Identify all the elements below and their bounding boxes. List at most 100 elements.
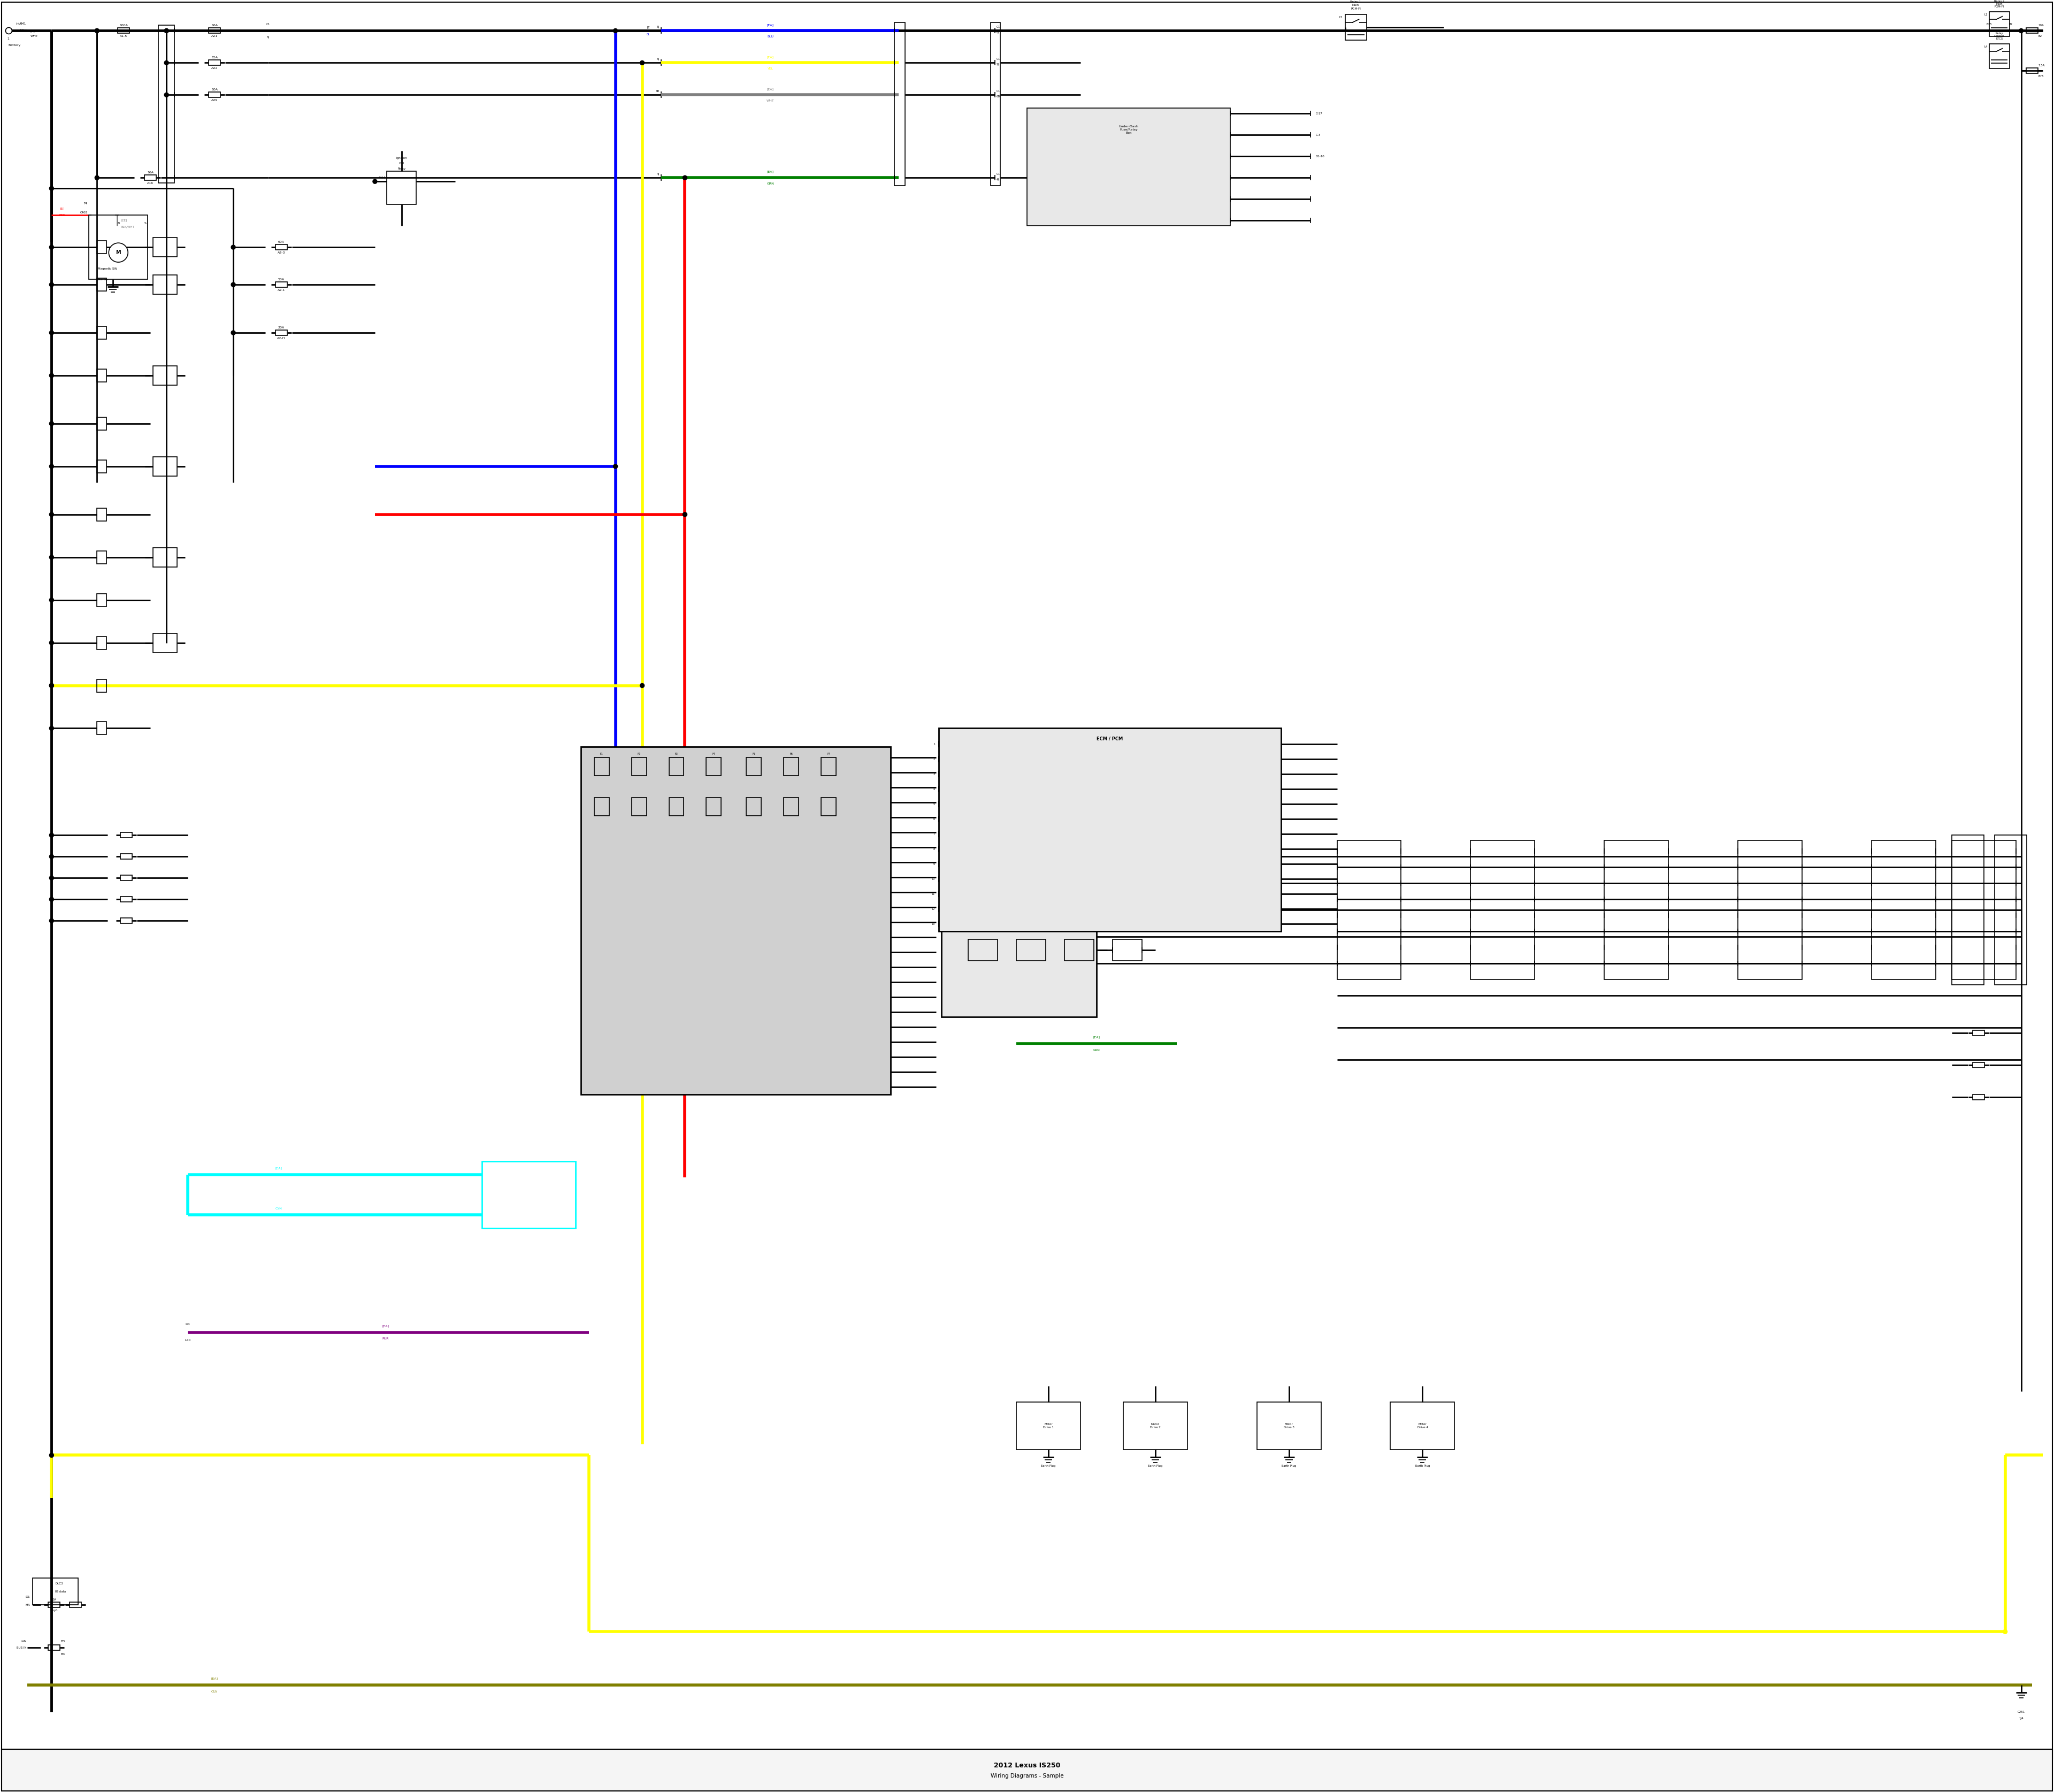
Text: [EA]: [EA]: [766, 88, 774, 90]
Text: BLK/WHT: BLK/WHT: [121, 226, 134, 228]
Text: 10A: 10A: [212, 88, 218, 91]
Text: 50A: 50A: [277, 278, 286, 281]
Text: B3: B3: [62, 1640, 66, 1643]
Bar: [97, 722, 107, 735]
Text: [EA]: [EA]: [212, 1677, 218, 1681]
Text: (+): (+): [16, 23, 21, 25]
Bar: [1994, 835, 2027, 986]
Text: ETCS: ETCS: [1996, 38, 2003, 39]
Circle shape: [614, 29, 618, 32]
Text: B2: B2: [2009, 23, 2013, 25]
Bar: [1064, 801, 1095, 823]
Bar: [1017, 765, 1045, 787]
Bar: [1017, 869, 1045, 891]
Circle shape: [232, 283, 236, 287]
Text: C1: C1: [996, 90, 1000, 93]
Text: A2-3: A2-3: [277, 251, 286, 254]
Text: Earth Plug: Earth Plug: [1282, 1464, 1296, 1468]
Bar: [967, 801, 998, 823]
Bar: [97, 509, 107, 521]
Bar: [1604, 840, 1668, 980]
Circle shape: [49, 246, 53, 249]
Circle shape: [94, 29, 99, 32]
Text: D1: D1: [25, 1595, 31, 1598]
Bar: [785, 758, 799, 776]
Text: AM1: AM1: [18, 23, 27, 25]
Bar: [1064, 939, 1095, 961]
Text: 20A: 20A: [277, 326, 286, 328]
Bar: [822, 797, 836, 815]
Text: 1: 1: [8, 38, 10, 39]
Text: B75: B75: [1986, 23, 1992, 25]
Text: [EA]: [EA]: [275, 1167, 281, 1170]
Bar: [1345, 14, 1366, 41]
Text: IG data: IG data: [55, 1590, 66, 1593]
Text: BL: BL: [647, 32, 651, 36]
Text: Key1: Key1: [49, 1609, 58, 1611]
Text: [EA]: [EA]: [1093, 1036, 1101, 1039]
Bar: [1064, 869, 1095, 891]
Text: 10: 10: [933, 878, 935, 880]
Bar: [97, 636, 107, 649]
Bar: [154, 238, 177, 256]
Text: 6B: 6B: [655, 90, 659, 93]
Text: BLU: BLU: [768, 36, 774, 38]
Bar: [1257, 1401, 1321, 1450]
Circle shape: [109, 244, 127, 262]
Bar: [97, 369, 107, 382]
Text: Ignition: Ignition: [396, 156, 407, 159]
Circle shape: [49, 876, 53, 880]
Circle shape: [641, 683, 645, 688]
Bar: [154, 548, 177, 566]
Bar: [121, 833, 131, 839]
Bar: [154, 633, 177, 652]
Text: A22: A22: [212, 66, 218, 70]
Bar: [1124, 1401, 1187, 1450]
Circle shape: [49, 898, 53, 901]
Text: Earth Plug: Earth Plug: [1415, 1464, 1430, 1468]
Bar: [97, 679, 107, 692]
Text: Battery: Battery: [8, 43, 21, 47]
Text: 16A: 16A: [212, 23, 218, 27]
Text: F5: F5: [752, 753, 756, 754]
Bar: [88, 215, 148, 280]
Text: Motor
Drive 1: Motor Drive 1: [1043, 1423, 1054, 1428]
Bar: [97, 461, 107, 473]
Text: Coil: Coil: [398, 161, 405, 165]
Bar: [1017, 1401, 1080, 1450]
Bar: [158, 25, 175, 183]
Bar: [2025, 29, 2038, 34]
Bar: [631, 758, 647, 776]
Bar: [670, 797, 684, 815]
Circle shape: [614, 464, 618, 468]
Text: Main: Main: [1996, 2, 2003, 5]
Bar: [1017, 905, 1045, 926]
Bar: [49, 1645, 60, 1650]
Text: Relay 2: Relay 2: [1994, 0, 2005, 2]
Text: Earth Plug: Earth Plug: [1148, 1464, 1163, 1468]
Text: A29: A29: [212, 99, 218, 102]
Text: L4C: L4C: [185, 1339, 191, 1342]
Bar: [1113, 939, 1142, 961]
Bar: [70, 1602, 82, 1607]
Bar: [2, 1749, 2052, 1790]
Text: T4: T4: [84, 202, 86, 204]
Bar: [275, 244, 288, 249]
Text: A/C: A/C: [1015, 747, 1023, 751]
Text: BUS IN: BUS IN: [16, 1647, 27, 1649]
Circle shape: [164, 29, 168, 32]
Bar: [670, 758, 684, 776]
Bar: [97, 278, 107, 290]
Text: B: B: [117, 222, 119, 224]
Text: 12: 12: [933, 907, 935, 910]
Bar: [1972, 1063, 1984, 1068]
Bar: [97, 593, 107, 606]
Text: F4: F4: [713, 753, 715, 754]
Circle shape: [49, 513, 53, 516]
Text: 5A: 5A: [51, 1598, 55, 1600]
Text: 4J: 4J: [657, 172, 659, 176]
Bar: [1017, 801, 1045, 823]
Bar: [1113, 869, 1142, 891]
Text: 5J: 5J: [657, 25, 659, 29]
Bar: [121, 855, 131, 858]
